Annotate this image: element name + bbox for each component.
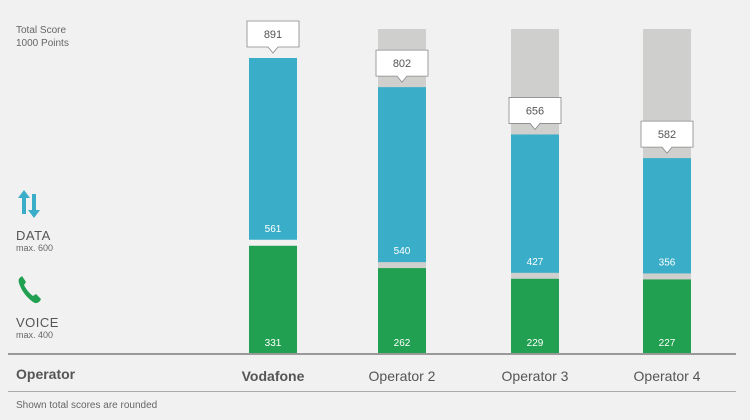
data-category: DATA max. 600: [16, 188, 53, 253]
operator-header: Operator: [16, 366, 76, 382]
footnote: Shown total scores are rounded: [16, 400, 158, 411]
total-value-label-0: 891: [264, 29, 282, 41]
voice-category: VOICE max. 400: [16, 275, 59, 340]
total-bubble-0: [246, 20, 300, 54]
voice-bar-3: [643, 279, 691, 353]
phone-icon: [18, 276, 41, 304]
total-value-label-2: 656: [526, 105, 544, 117]
data-value-label-2: 427: [527, 257, 544, 268]
total-bubble-2: [508, 97, 562, 131]
operator-label-3: Operator 4: [634, 368, 701, 384]
data-category-max: max. 600: [16, 243, 54, 253]
voice-value-label-0: 331: [265, 338, 282, 349]
voice-value-label-1: 262: [394, 338, 411, 349]
operator-label-2: Operator 3: [502, 368, 569, 384]
total-value-label-1: 802: [393, 58, 411, 70]
voice-bar-2: [511, 278, 559, 353]
voice-category-max: max. 400: [16, 330, 54, 340]
voice-category-title: VOICE: [16, 315, 59, 330]
voice-value-label-3: 227: [659, 338, 676, 349]
table-divider: [8, 391, 736, 392]
operator-label-1: Operator 2: [369, 368, 436, 384]
voice-bar-0: [249, 245, 297, 353]
data-value-label-1: 540: [394, 246, 411, 257]
up-down-arrows-icon: [18, 190, 40, 218]
data-bar-2: [511, 134, 559, 273]
chart-baseline: [8, 353, 736, 355]
total-bubble-3: [640, 120, 694, 154]
operator-label-0: Vodafone: [242, 368, 305, 384]
data-category-title: DATA: [16, 228, 51, 243]
voice-bar-1: [378, 268, 426, 353]
total-bubble-1: [375, 49, 429, 83]
total-score-points: 1000 Points: [16, 38, 69, 49]
total-score-label: Total Score 1000 Points: [16, 24, 69, 50]
data-value-label-0: 561: [265, 224, 282, 235]
data-bar-0: [249, 57, 297, 240]
data-value-label-3: 356: [659, 257, 676, 268]
voice-value-label-2: 229: [527, 338, 544, 349]
data-bar-1: [378, 87, 426, 263]
total-score-title: Total Score: [16, 25, 67, 36]
data-bar-3: [643, 158, 691, 274]
total-value-label-3: 582: [658, 129, 676, 141]
